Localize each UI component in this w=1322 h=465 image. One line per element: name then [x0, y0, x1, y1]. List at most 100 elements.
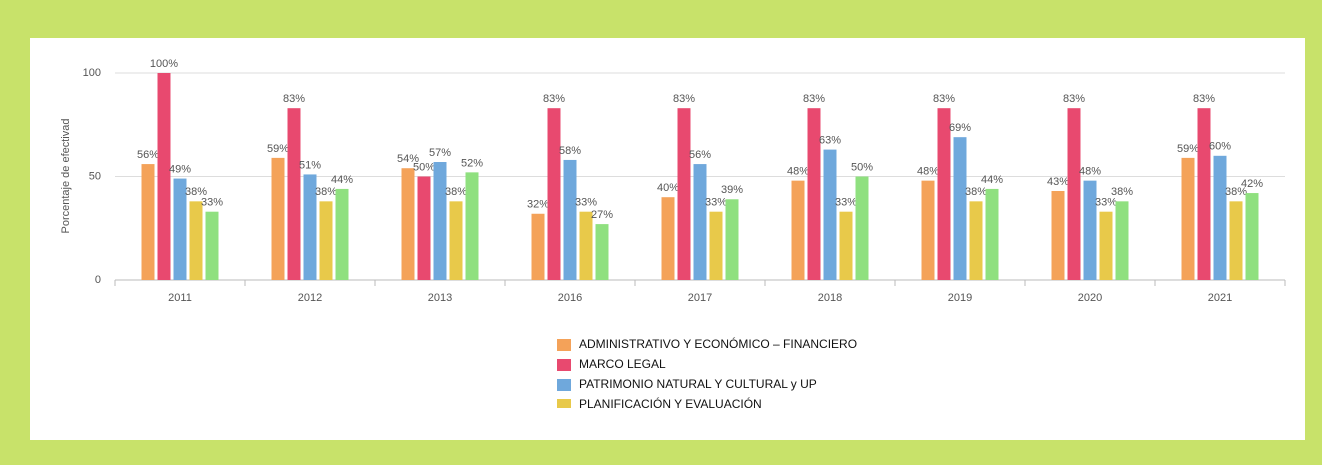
value-label: 33%	[1095, 197, 1117, 209]
bar	[807, 108, 821, 280]
value-label: 100%	[150, 58, 178, 70]
value-label: 59%	[1177, 143, 1199, 155]
bar	[563, 159, 577, 280]
x-tick-label: 2016	[558, 292, 582, 304]
bar	[1083, 180, 1097, 280]
x-tick-label: 2017	[688, 292, 712, 304]
value-label: 58%	[559, 145, 581, 157]
value-label: 33%	[575, 197, 597, 209]
bar	[693, 164, 707, 280]
value-label: 54%	[397, 153, 419, 165]
value-label: 44%	[331, 174, 353, 186]
bar	[173, 178, 187, 280]
bar	[433, 162, 447, 280]
value-label: 43%	[1047, 176, 1069, 188]
value-label: 33%	[835, 197, 857, 209]
value-label: 56%	[137, 149, 159, 161]
legend-label: PATRIMONIO NATURAL Y CULTURAL y UP	[579, 377, 817, 391]
y-tick-label: 100	[83, 67, 101, 79]
bar	[271, 157, 285, 280]
bar	[189, 201, 203, 280]
value-label: 40%	[657, 182, 679, 194]
bar	[579, 211, 593, 280]
value-label: 33%	[705, 197, 727, 209]
bar	[417, 176, 431, 280]
bar	[335, 188, 349, 280]
value-label: 83%	[1063, 93, 1085, 105]
bar	[823, 149, 837, 280]
value-label: 63%	[819, 134, 841, 146]
bar	[791, 180, 805, 280]
value-label: 50%	[851, 161, 873, 173]
bar	[661, 197, 675, 280]
bar	[1181, 157, 1195, 280]
x-tick-label: 2013	[428, 292, 452, 304]
bar	[1213, 155, 1227, 280]
bar	[141, 164, 155, 280]
x-tick-label: 2018	[818, 292, 842, 304]
legend-label: MARCO LEGAL	[579, 357, 666, 371]
value-label: 49%	[169, 163, 191, 175]
value-label: 51%	[299, 159, 321, 171]
y-tick-label: 50	[89, 170, 101, 182]
bar	[937, 108, 951, 280]
bar	[969, 201, 983, 280]
legend-label: PLANIFICACIÓN Y EVALUACIÓN	[579, 396, 762, 411]
value-label: 38%	[315, 186, 337, 198]
value-label: 38%	[185, 186, 207, 198]
value-label: 39%	[721, 184, 743, 196]
bar	[855, 176, 869, 280]
bar	[1245, 193, 1259, 280]
value-label: 60%	[1209, 141, 1231, 153]
bar	[725, 199, 739, 280]
bar	[319, 201, 333, 280]
bar	[1197, 108, 1211, 280]
value-label: 83%	[803, 93, 825, 105]
value-label: 59%	[267, 143, 289, 155]
value-label: 38%	[1111, 186, 1133, 198]
x-tick-label: 2021	[1208, 292, 1232, 304]
x-tick-label: 2020	[1078, 292, 1102, 304]
bar	[1229, 201, 1243, 280]
legend-swatch	[557, 359, 571, 371]
legend-swatch	[557, 399, 571, 408]
bar	[985, 188, 999, 280]
bar	[449, 201, 463, 280]
bar	[547, 108, 561, 280]
value-label: 38%	[1225, 186, 1247, 198]
value-label: 83%	[933, 93, 955, 105]
bar	[303, 174, 317, 280]
bar	[677, 108, 691, 280]
bar	[709, 211, 723, 280]
bar	[401, 168, 415, 280]
bar	[205, 211, 219, 280]
y-axis-label: Porcentaje de efectivad	[60, 119, 72, 234]
x-tick-label: 2019	[948, 292, 972, 304]
bar	[1051, 190, 1065, 280]
bar	[839, 211, 853, 280]
legend-swatch	[557, 379, 571, 391]
legend-swatch	[557, 339, 571, 351]
x-tick-label: 2011	[168, 292, 192, 304]
value-label: 48%	[787, 166, 809, 178]
value-label: 56%	[689, 149, 711, 161]
value-label: 83%	[543, 93, 565, 105]
x-tick-label: 2012	[298, 292, 322, 304]
value-label: 44%	[981, 174, 1003, 186]
value-label: 27%	[591, 209, 613, 221]
value-label: 42%	[1241, 178, 1263, 190]
value-label: 83%	[283, 93, 305, 105]
value-label: 69%	[949, 122, 971, 134]
bar	[953, 137, 967, 280]
legend-label: ADMINISTRATIVO Y ECONÓMICO – FINANCIERO	[579, 336, 857, 351]
bar	[1115, 201, 1129, 280]
bar	[1099, 211, 1113, 280]
value-label: 52%	[461, 157, 483, 169]
bar	[595, 224, 609, 280]
bar	[287, 108, 301, 280]
value-label: 50%	[413, 161, 435, 173]
value-label: 83%	[1193, 93, 1215, 105]
bar	[1067, 108, 1081, 280]
legend: ADMINISTRATIVO Y ECONÓMICO – FINANCIERO M…	[557, 336, 857, 411]
